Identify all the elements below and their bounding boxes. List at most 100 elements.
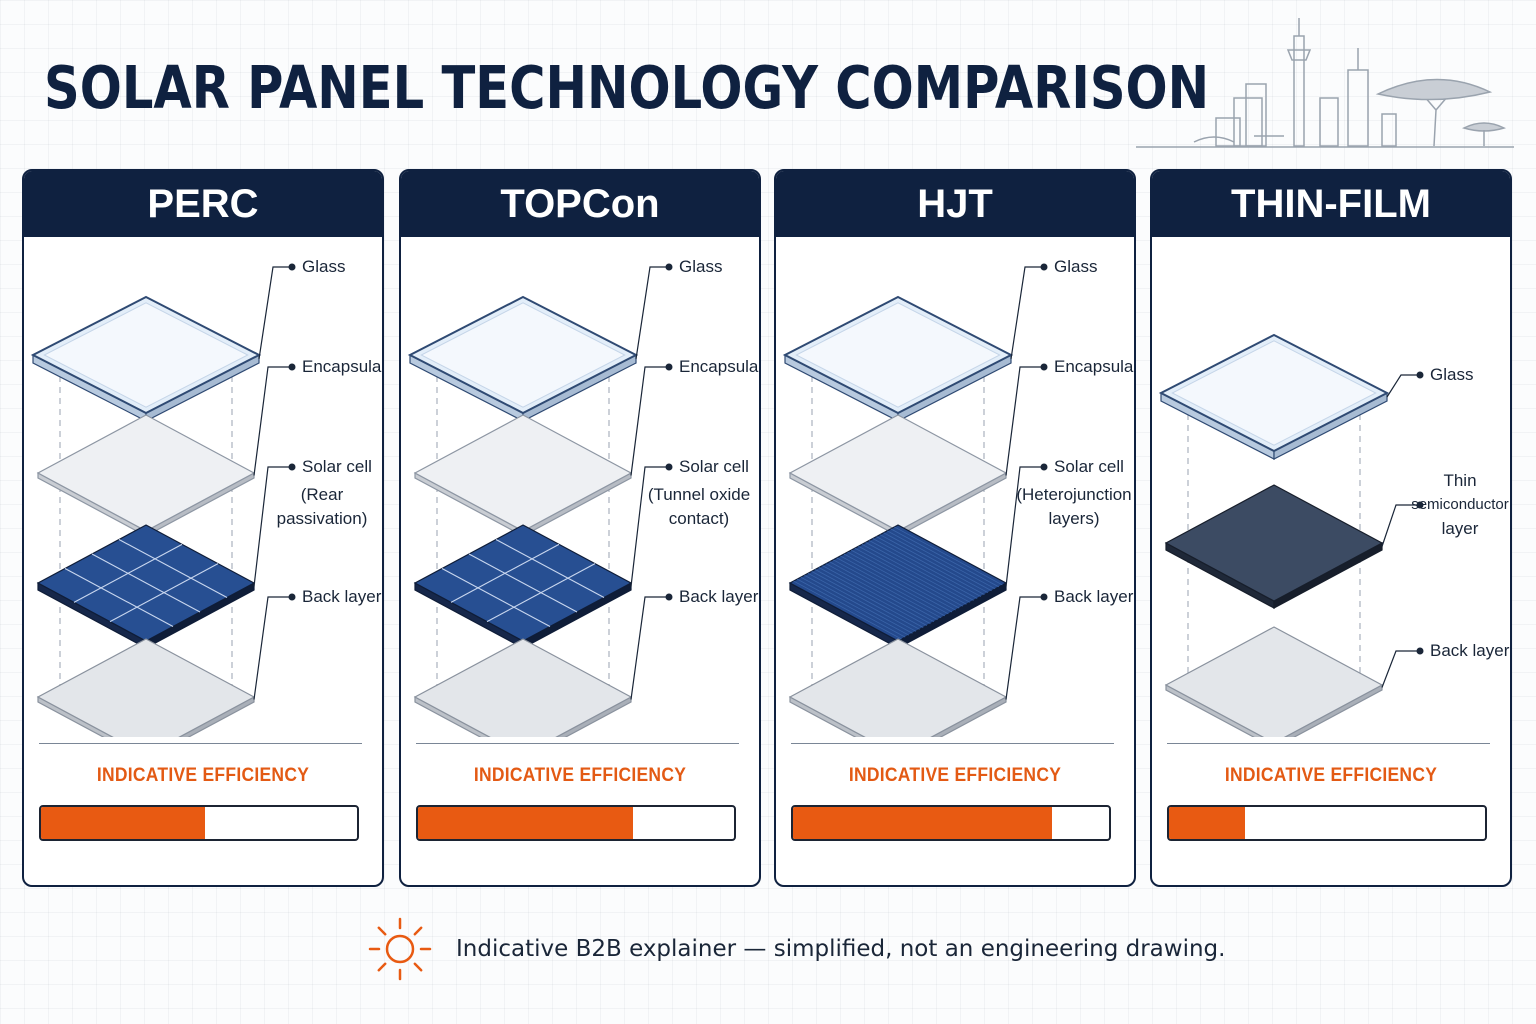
layer-slab-encapsulant (36, 414, 256, 538)
layer-label: Solar cell (302, 457, 372, 476)
card-title: PERC (24, 171, 382, 237)
leader-dot (1416, 371, 1424, 379)
efficiency-bar-fill (41, 807, 206, 839)
efficiency-bar (1167, 805, 1487, 841)
leader-dot (665, 363, 673, 371)
layer-slab-glass (782, 295, 1014, 422)
layer-slab-cell-fine (788, 524, 1008, 650)
technology-card-perc: PERC Glass Encapsulant Solar cell (Rear passi… (22, 169, 384, 887)
technology-card-thin-film: THIN-FILM Glass Thin semiconductor layer Back… (1150, 169, 1512, 887)
divider (791, 743, 1114, 744)
divider (1167, 743, 1490, 744)
layer-slab-glass (1158, 333, 1390, 460)
layer-label: Back layer (1430, 641, 1510, 660)
leader-line (630, 466, 667, 587)
layer-slab-thin-film (1164, 484, 1384, 610)
leader-dot (1040, 363, 1048, 371)
layer-sublabel: layers) (1048, 509, 1100, 528)
layer-stack-diagram (782, 263, 1048, 737)
leader-dot (288, 363, 296, 371)
leader-dot (288, 263, 296, 271)
efficiency-bar-fill (418, 807, 633, 839)
layer-label: Back layer (1054, 587, 1134, 606)
layer-slab-encapsulant (788, 414, 1008, 538)
layer-label: layer (1441, 519, 1479, 538)
efficiency-label: INDICATIVE EFFICIENCY (848, 765, 1062, 786)
layer-label: Encapsulant (1054, 357, 1134, 376)
leader-line (1386, 374, 1418, 398)
city-skyline-illustration (1136, 18, 1514, 148)
layer-slab-back (788, 638, 1008, 737)
leader-line (253, 596, 290, 700)
leader-dot (1040, 593, 1048, 601)
layer-slab-back (1164, 626, 1384, 737)
leader-dot (1040, 263, 1048, 271)
layer-sublabel: passivation) (276, 509, 368, 528)
layer-slab-glass (407, 295, 639, 422)
technology-card-topcon: TOPCon Glass Encapsulant Solar cell (Tunnel … (399, 169, 761, 887)
efficiency-bar-fill (793, 807, 1053, 839)
leader-dot (665, 593, 673, 601)
layer-sublabel: contact) (668, 509, 730, 528)
leader-dot (1416, 647, 1424, 655)
leader-line (1005, 366, 1042, 476)
leader-line (635, 266, 667, 360)
efficiency-label: INDICATIVE EFFICIENCY (473, 765, 687, 786)
technology-card-hjt: HJT Glass Encapsulant Solar cell (Heterojunc… (774, 169, 1136, 887)
divider (39, 743, 362, 744)
layer-slab-back (36, 638, 256, 737)
layer-label: Thin (1443, 471, 1477, 490)
layer-slab-cell-grid (36, 524, 256, 650)
card-title: THIN-FILM (1152, 171, 1510, 237)
leader-dot (665, 263, 673, 271)
leader-line (258, 266, 290, 360)
efficiency-bar (39, 805, 359, 841)
layer-label: Back layer (302, 587, 382, 606)
efficiency-bar (791, 805, 1111, 841)
layer-sublabel: (Rear (300, 485, 344, 504)
layer-slab-encapsulant (413, 414, 633, 538)
leader-line (1010, 266, 1042, 360)
layer-sublabel: (Tunnel oxide (647, 485, 751, 504)
layer-label: Encapsulant (302, 357, 382, 376)
layer-label: Glass (679, 257, 723, 276)
layer-label: Glass (1430, 365, 1474, 384)
layer-stack-diagram (1158, 333, 1424, 737)
efficiency-bar (416, 805, 736, 841)
layer-slab-cell-grid (413, 524, 633, 650)
layer-label: Solar cell (1054, 457, 1124, 476)
footer-note: Indicative B2B explainer — simplified, n… (366, 914, 1225, 984)
leader-line (1381, 650, 1418, 688)
leader-dot (1040, 463, 1048, 471)
layer-slab-glass (30, 295, 262, 422)
efficiency-label: INDICATIVE EFFICIENCY (96, 765, 310, 786)
layer-stack-diagram (407, 263, 673, 737)
layer-label: Glass (302, 257, 346, 276)
footer-text: Indicative B2B explainer — simplified, n… (456, 936, 1226, 962)
leader-line (1381, 504, 1418, 547)
efficiency-label: INDICATIVE EFFICIENCY (1224, 765, 1438, 786)
page-title: SOLAR PANEL TECHNOLOGY COMPARISON (44, 53, 1210, 122)
leader-line (1005, 596, 1042, 700)
layer-sublabel: (Heterojunction (1016, 485, 1132, 504)
leader-dot (1416, 501, 1424, 509)
layer-label: Encapsulant (679, 357, 759, 376)
leader-dot (665, 463, 673, 471)
leader-line (253, 466, 290, 587)
layer-label: Solar cell (679, 457, 749, 476)
leader-dot (288, 593, 296, 601)
layer-slab-back (413, 638, 633, 737)
leader-dot (288, 463, 296, 471)
leader-line (630, 596, 667, 700)
layer-label: Back layer (679, 587, 759, 606)
sun-icon (368, 917, 432, 981)
leader-line (1005, 466, 1042, 587)
divider (416, 743, 739, 744)
layer-label: Glass (1054, 257, 1098, 276)
card-title: HJT (776, 171, 1134, 237)
layer-label: semiconductor (1411, 496, 1509, 513)
layer-stack-diagram (30, 263, 296, 737)
efficiency-bar-fill (1169, 807, 1245, 839)
card-title: TOPCon (401, 171, 759, 237)
leader-line (253, 366, 290, 476)
